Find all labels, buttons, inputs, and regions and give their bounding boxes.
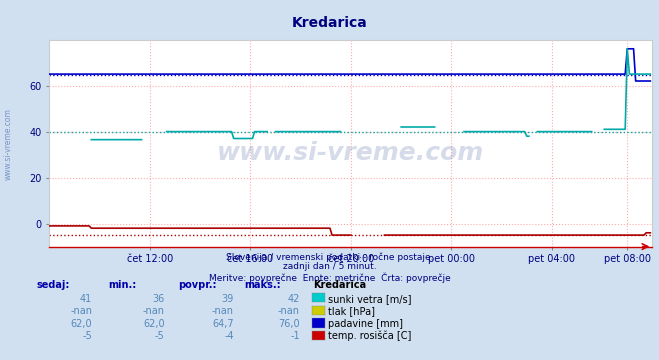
Text: 76,0: 76,0 xyxy=(278,319,300,329)
Text: Slovenija / vremenski podatki - ročne postaje.: Slovenija / vremenski podatki - ročne po… xyxy=(226,252,433,261)
Text: zadnji dan / 5 minut.: zadnji dan / 5 minut. xyxy=(283,262,376,271)
Text: 42: 42 xyxy=(287,294,300,304)
Text: www.si-vreme.com: www.si-vreme.com xyxy=(217,141,484,166)
Text: Kredarica: Kredarica xyxy=(292,16,367,30)
Text: -5: -5 xyxy=(155,332,165,342)
Text: -1: -1 xyxy=(290,332,300,342)
Text: -4: -4 xyxy=(224,332,234,342)
Text: sunki vetra [m/s]: sunki vetra [m/s] xyxy=(328,294,412,304)
Text: Meritve: povprečne  Enote: metrične  Črta: povprečje: Meritve: povprečne Enote: metrične Črta:… xyxy=(209,272,450,283)
Text: 39: 39 xyxy=(221,294,234,304)
Text: -5: -5 xyxy=(82,332,92,342)
Text: 64,7: 64,7 xyxy=(212,319,234,329)
Text: 36: 36 xyxy=(152,294,165,304)
Text: maks.:: maks.: xyxy=(244,280,281,290)
Text: sedaj:: sedaj: xyxy=(36,280,70,290)
Text: -nan: -nan xyxy=(143,306,165,316)
Text: -nan: -nan xyxy=(212,306,234,316)
Text: min.:: min.: xyxy=(109,280,137,290)
Text: -nan: -nan xyxy=(278,306,300,316)
Text: www.si-vreme.com: www.si-vreme.com xyxy=(4,108,13,180)
Text: tlak [hPa]: tlak [hPa] xyxy=(328,306,375,316)
Text: -nan: -nan xyxy=(71,306,92,316)
Text: 41: 41 xyxy=(80,294,92,304)
Text: Kredarica: Kredarica xyxy=(313,280,366,290)
Text: 62,0: 62,0 xyxy=(143,319,165,329)
Text: padavine [mm]: padavine [mm] xyxy=(328,319,403,329)
Text: temp. rosišča [C]: temp. rosišča [C] xyxy=(328,331,412,342)
Text: 62,0: 62,0 xyxy=(71,319,92,329)
Text: povpr.:: povpr.: xyxy=(178,280,216,290)
